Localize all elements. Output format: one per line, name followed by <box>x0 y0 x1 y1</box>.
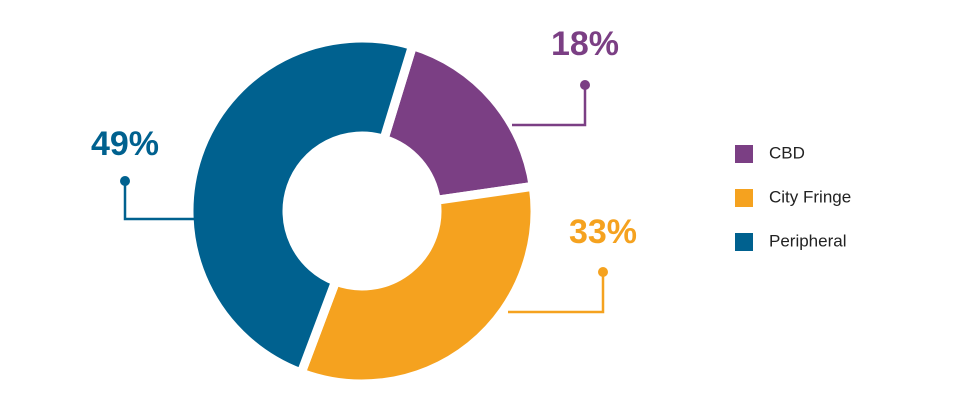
leader-line <box>512 85 587 127</box>
legend-swatch <box>735 189 753 207</box>
legend-label: City Fringe <box>769 187 851 206</box>
donut-slice <box>295 181 540 389</box>
legend-label: CBD <box>769 143 805 162</box>
value-label: 49% <box>91 125 159 163</box>
legend-label: Peripheral <box>769 231 847 250</box>
value-label: 33% <box>569 213 637 251</box>
leader-dot <box>120 176 130 186</box>
leader-dot <box>580 80 590 90</box>
value-label: 18% <box>551 25 619 63</box>
leader-line <box>508 272 605 314</box>
donut-slice <box>184 33 419 379</box>
legend-swatch <box>735 145 753 163</box>
legend-swatch <box>735 233 753 251</box>
donut-slice <box>378 39 539 206</box>
leader-line <box>123 181 200 221</box>
leader-dot <box>598 267 608 277</box>
